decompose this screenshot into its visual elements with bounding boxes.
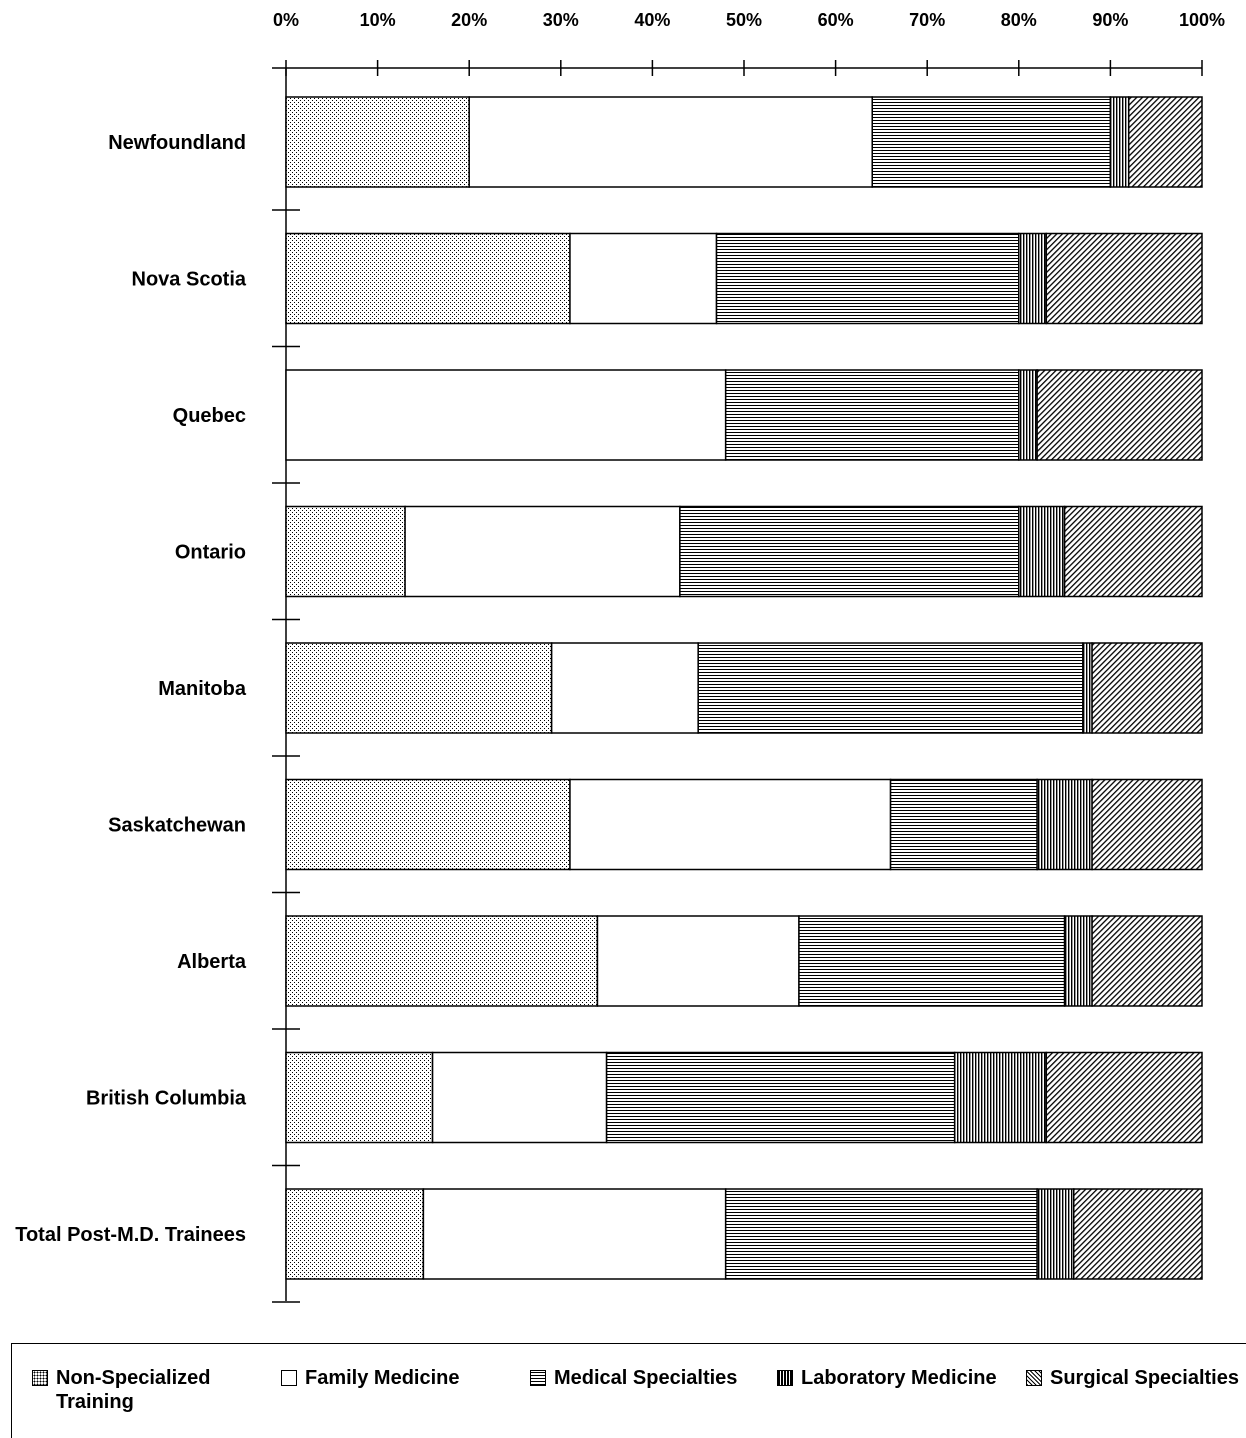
horizontal-lines-swatch-icon	[530, 1370, 546, 1386]
bar-non-specialized-training	[285, 505, 406, 598]
x-tick-label: 10%	[360, 10, 396, 30]
bar-family-medicine	[596, 915, 800, 1007]
bar-family-medicine	[569, 232, 718, 325]
bar-laboratory-medicine	[1082, 642, 1093, 734]
bar-non-specialized-training	[285, 642, 553, 734]
bar-laboratory-medicine	[1018, 232, 1048, 325]
legend-label: Surgical Specialties	[1050, 1367, 1239, 1389]
bar-non-specialized-training	[285, 1051, 434, 1144]
diagonal-lines-swatch-icon	[1026, 1370, 1042, 1386]
bar-medical-specialties	[605, 1051, 956, 1144]
bar-surgical-specialties	[1063, 505, 1203, 598]
bar-medical-specialties	[889, 778, 1038, 871]
x-tick-label: 30%	[543, 10, 579, 30]
bar-laboratory-medicine	[1036, 1188, 1075, 1280]
bar-laboratory-medicine	[1036, 778, 1093, 871]
bar-laboratory-medicine	[1063, 915, 1093, 1007]
category-labels: Newfoundland Nova Scotia Quebec Ontario Mani…	[15, 132, 247, 1246]
bar-laboratory-medicine	[1018, 369, 1038, 461]
stacked-bar-chart: 0% 10% 20% 30% 40% 50% 60% 70% 80% 90% 100% Newfou…	[15, 10, 1225, 1303]
bar-family-medicine	[404, 505, 681, 598]
bar-medical-specialties	[697, 642, 1084, 734]
bar-surgical-specialties	[1127, 96, 1203, 188]
bar-laboratory-medicine	[953, 1051, 1048, 1144]
category-label: Manitoba	[158, 678, 247, 700]
bar-non-specialized-training	[285, 232, 571, 325]
bar-family-medicine	[285, 369, 727, 461]
bar-surgical-specialties	[1073, 1188, 1203, 1280]
legend-label: Non-Specialized Training	[56, 1367, 211, 1413]
bar-non-specialized-training	[285, 778, 571, 871]
bar-family-medicine	[431, 1051, 608, 1144]
category-label: British Columbia	[86, 1088, 247, 1110]
category-label: Ontario	[175, 542, 246, 564]
bar-surgical-specialties	[1091, 915, 1203, 1007]
legend-item-laboratory-medicine: Laboratory Medicine	[777, 1366, 997, 1390]
x-tick-label: 100%	[1179, 10, 1225, 30]
bar-non-specialized-training	[285, 1188, 425, 1280]
category-label: Total Post-M.D. Trainees	[15, 1224, 246, 1246]
x-tick-label: 50%	[726, 10, 762, 30]
bar-laboratory-medicine	[1018, 505, 1066, 598]
bar-medical-specialties	[724, 1188, 1038, 1280]
bar-medical-specialties	[715, 232, 1020, 325]
category-label: Nova Scotia	[132, 269, 247, 291]
bar-medical-specialties	[724, 369, 1020, 461]
legend-label: Family Medicine	[305, 1367, 460, 1389]
legend-item-medical-specialties: Medical Specialties	[530, 1366, 737, 1390]
bar-non-specialized-training	[285, 915, 599, 1007]
legend-item-family-medicine: Family Medicine	[281, 1366, 460, 1390]
x-tick-label: 80%	[1001, 10, 1037, 30]
bar-surgical-specialties	[1045, 1051, 1203, 1144]
bar-family-medicine	[569, 778, 892, 871]
category-label: Alberta	[177, 951, 247, 973]
legend: Non-Specialized Training Family Medicine…	[11, 1343, 1246, 1438]
bar-medical-specialties	[679, 505, 1020, 598]
bar-laboratory-medicine	[1109, 96, 1130, 188]
category-label: Saskatchewan	[108, 815, 246, 837]
stipple-swatch-icon	[32, 1370, 48, 1386]
bar-family-medicine	[550, 642, 699, 734]
x-tick-label: 40%	[634, 10, 670, 30]
empty-swatch-icon	[281, 1370, 297, 1386]
vertical-lines-swatch-icon	[777, 1370, 793, 1386]
bar-medical-specialties	[871, 96, 1112, 188]
x-tick-label: 70%	[909, 10, 945, 30]
legend-item-surgical-specialties: Surgical Specialties	[1026, 1366, 1239, 1390]
bar-surgical-specialties	[1045, 232, 1203, 325]
bar-surgical-specialties	[1091, 778, 1203, 871]
bar-medical-specialties	[798, 915, 1066, 1007]
bars	[285, 96, 1203, 1280]
x-tick-label: 60%	[818, 10, 854, 30]
category-label: Newfoundland	[108, 132, 246, 154]
bar-family-medicine	[468, 96, 873, 188]
x-tick-label: 0%	[273, 10, 299, 30]
legend-item-non-specialized: Non-Specialized Training	[32, 1366, 210, 1414]
legend-label: Laboratory Medicine	[801, 1367, 997, 1389]
bar-surgical-specialties	[1036, 369, 1203, 461]
legend-label: Medical Specialties	[554, 1367, 738, 1389]
bar-surgical-specialties	[1091, 642, 1203, 734]
x-tick-label: 20%	[451, 10, 487, 30]
x-tick-label: 90%	[1092, 10, 1128, 30]
category-label: Quebec	[173, 405, 246, 427]
bar-non-specialized-training	[285, 96, 470, 188]
bar-family-medicine	[422, 1188, 727, 1280]
